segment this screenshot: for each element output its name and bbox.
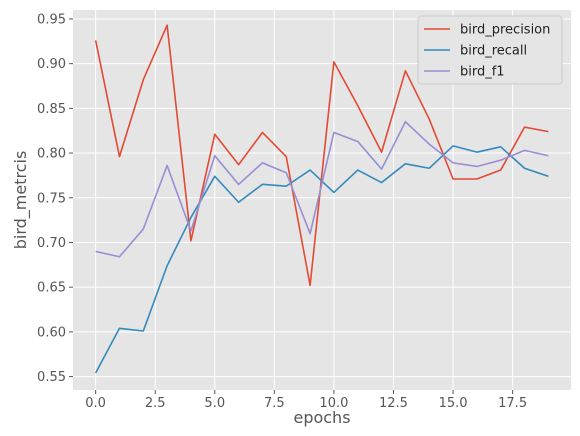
y-tick-label: 0.65	[37, 281, 66, 296]
legend-label: bird_recall	[460, 44, 527, 59]
x-tick-label: 15.0	[439, 396, 468, 411]
legend-box	[417, 15, 563, 85]
y-tick-label: 0.75	[37, 191, 66, 206]
x-tick-label: 2.5	[145, 396, 166, 411]
x-tick-label: 5.0	[204, 396, 225, 411]
x-axis: 0.0 2.5 5.0 7.5 10.0 12.5 15.0 17.5	[85, 390, 527, 411]
x-axis-label: epochs	[293, 408, 350, 427]
x-tick-label: 7.5	[264, 396, 285, 411]
legend: bird_precision bird_recall bird_f1	[417, 15, 563, 85]
y-tick-label: 0.95	[37, 12, 66, 27]
y-tick-label: 0.90	[37, 57, 66, 72]
x-tick-label: 12.5	[379, 396, 408, 411]
x-tick-label: 0.0	[85, 396, 106, 411]
y-axis-label: bird_metrcis	[11, 151, 31, 250]
y-tick-label: 0.55	[37, 370, 66, 385]
series-line-bird-precision	[94, 24, 549, 287]
x-tick-label: 17.5	[498, 396, 527, 411]
series-lines	[94, 24, 549, 374]
y-tick-label: 0.85	[37, 102, 66, 117]
legend-label: bird_f1	[460, 65, 505, 80]
y-tick-label: 0.70	[37, 236, 66, 251]
series-line-bird-f1	[95, 120, 549, 258]
y-tick-label: 0.80	[37, 147, 66, 162]
x-tick-label: 10.0	[319, 396, 348, 411]
legend-label: bird_precision	[460, 23, 550, 38]
y-axis: 0.55 0.60 0.65 0.70 0.75 0.80 0.85 0.90 0.95	[37, 12, 73, 385]
y-tick-label: 0.60	[37, 325, 66, 340]
